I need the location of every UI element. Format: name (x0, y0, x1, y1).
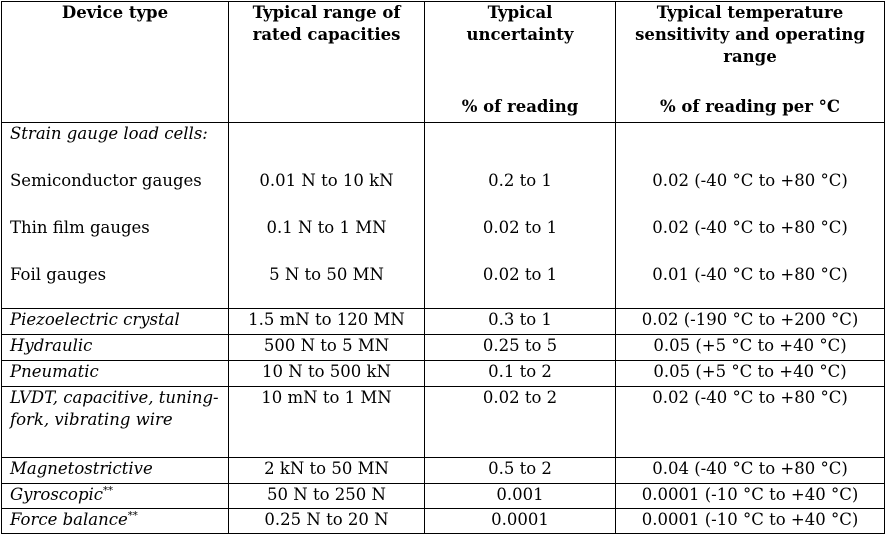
uncertainty-value: 0.001 (424, 483, 616, 509)
header-unit: % of reading per °C (659, 97, 841, 116)
sensitivity-value: 0.0001 (-10 °C to +40 °C) (615, 483, 885, 509)
device-name: Force balance (10, 510, 128, 529)
device-name-cell: Force balance** (1, 508, 229, 534)
uncertainty-value: 0.25 to 5 (424, 334, 616, 361)
table-row: Force balance** 0.25 N to 20 N 0.0001 0.… (1, 508, 885, 534)
header-device-type: Device type (1, 1, 229, 123)
uncertainty-value: 0.02 to 1 (482, 265, 558, 284)
device-spec-table: Device type Typical range of rated capac… (1, 1, 885, 534)
device-name: Magnetostrictive (1, 457, 229, 484)
device-name-cell: Gyroscopic** (1, 483, 229, 509)
uncertainty-value: 0.0001 (424, 508, 616, 534)
device-name: Gyroscopic (10, 485, 104, 504)
capacity-value: 10 mN to 1 MN (228, 386, 425, 458)
device-name: Semiconductor gauges (10, 171, 202, 190)
header-title: Typical temperature sensitivity and oper… (635, 3, 865, 66)
uncertainty-value: 0.5 to 2 (424, 457, 616, 484)
uncertainty-value: 0.2 to 1 (488, 171, 552, 190)
strain-gauge-group: Strain gauge load cells: Semiconductor g… (1, 122, 885, 309)
capacity-value: 500 N to 5 MN (228, 334, 425, 361)
strain-group-label: Strain gauge load cells: (10, 124, 208, 143)
capacity-value: 50 N to 250 N (228, 483, 425, 509)
device-name: Foil gauges (10, 265, 107, 284)
table-row: Pneumatic 10 N to 500 kN 0.1 to 2 0.05 (… (1, 360, 885, 387)
sensitivity-value: 0.0001 (-10 °C to +40 °C) (615, 508, 885, 534)
header-sensitivity: Typical temperature sensitivity and oper… (615, 1, 885, 123)
uncertainty-value: 0.1 to 2 (424, 360, 616, 387)
uncertainty-value: 0.02 to 2 (424, 386, 616, 458)
sensitivity-value: 0.02 (-40 °C to +80 °C) (652, 171, 848, 190)
sensitivity-value: 0.02 (-190 °C to +200 °C) (615, 308, 885, 335)
footnote-mark: ** (103, 485, 114, 497)
sensitivity-value: 0.04 (-40 °C to +80 °C) (615, 457, 885, 484)
capacity-value: 2 kN to 50 MN (228, 457, 425, 484)
device-name: LVDT, capacitive, tuning-fork, vibrating… (1, 386, 229, 458)
table-row: Magnetostrictive 2 kN to 50 MN 0.5 to 2 … (1, 457, 885, 484)
uncertainty-value: 0.02 to 1 (482, 218, 558, 237)
sensitivity-value: 0.02 (-40 °C to +80 °C) (652, 218, 848, 237)
capacity-value: 5 N to 50 MN (269, 265, 384, 284)
header-uncertainty: Typical uncertainty % of reading (424, 1, 616, 123)
sensitivity-value: 0.05 (+5 °C to +40 °C) (615, 334, 885, 361)
table-row: Hydraulic 500 N to 5 MN 0.25 to 5 0.05 (… (1, 334, 885, 361)
sensitivity-value: 0.01 (-40 °C to +80 °C) (652, 265, 848, 284)
device-name: Piezoelectric crystal (1, 308, 229, 335)
header-title: Typical range of rated capacities (252, 3, 401, 44)
device-name: Thin film gauges (10, 218, 150, 237)
table-row: Piezoelectric crystal 1.5 mN to 120 MN 0… (1, 308, 885, 335)
table-row: Gyroscopic** 50 N to 250 N 0.001 0.0001 … (1, 483, 885, 509)
strain-capacity-cell: 0.01 N to 10 kN 0.1 N to 1 MN 5 N to 50 … (228, 122, 425, 309)
strain-device-cell: Strain gauge load cells: Semiconductor g… (1, 122, 229, 309)
header-unit: % of reading (461, 97, 579, 116)
device-name: Pneumatic (1, 360, 229, 387)
sensitivity-value: 0.05 (+5 °C to +40 °C) (615, 360, 885, 387)
capacity-value: 0.1 N to 1 MN (266, 218, 387, 237)
capacity-value: 1.5 mN to 120 MN (228, 308, 425, 335)
capacity-value: 0.01 N to 10 kN (259, 171, 394, 190)
sensitivity-value: 0.02 (-40 °C to +80 °C) (615, 386, 885, 458)
table-row: LVDT, capacitive, tuning-fork, vibrating… (1, 386, 885, 458)
footnote-mark: ** (127, 510, 138, 522)
capacity-value: 0.25 N to 20 N (228, 508, 425, 534)
header-title: Device type (61, 3, 169, 22)
capacity-value: 10 N to 500 kN (228, 360, 425, 387)
strain-sensitivity-cell: 0.02 (-40 °C to +80 °C) 0.02 (-40 °C to … (615, 122, 885, 309)
device-name: Hydraulic (1, 334, 229, 361)
header-title: Typical uncertainty (466, 3, 574, 44)
uncertainty-value: 0.3 to 1 (424, 308, 616, 335)
header-row: Device type Typical range of rated capac… (1, 1, 885, 123)
strain-uncertainty-cell: 0.2 to 1 0.02 to 1 0.02 to 1 (424, 122, 616, 309)
header-capacity: Typical range of rated capacities (228, 1, 425, 123)
